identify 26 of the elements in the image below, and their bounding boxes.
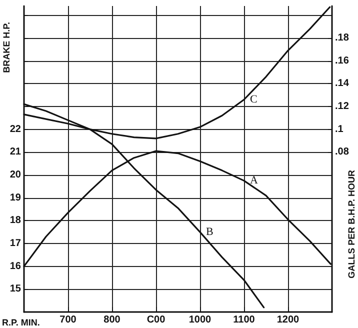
- x-tick-label: 1200: [276, 314, 300, 326]
- x-tick-label: 700: [60, 314, 77, 326]
- y-tick-label: 16: [10, 260, 22, 272]
- x-axis-title: R.P. MIN.: [2, 318, 40, 328]
- y2-tick-label: .08: [335, 146, 350, 158]
- y-tick-label: 20: [10, 169, 22, 180]
- x-tick-label: 1100: [233, 314, 256, 326]
- x-tick-label: 800: [104, 314, 121, 326]
- y2-tick-label: .14: [335, 78, 350, 90]
- series-label: A: [250, 174, 258, 187]
- y-tick-label: 21: [10, 146, 22, 158]
- series-label: B: [206, 226, 214, 238]
- y2-tick-label: .12: [335, 100, 350, 112]
- y-tick-label: 19: [10, 192, 22, 204]
- x-tick-label: C00: [146, 314, 166, 326]
- y2-axis-title: GALLS PER B.H.P. HOUR: [346, 170, 356, 278]
- series-label: C: [250, 94, 258, 106]
- y2-tick-label: .18: [335, 32, 350, 44]
- y-tick-label: 17: [10, 238, 22, 249]
- y2-tick-label: .16: [335, 55, 350, 66]
- y2-tick-label: .1: [335, 124, 344, 135]
- y-axis-title: BRAKE H.P.: [2, 22, 12, 73]
- x-tick-label: 1000: [188, 314, 212, 326]
- y-tick-label: 18: [10, 215, 22, 226]
- y-tick-label: 22: [10, 124, 22, 135]
- y-tick-label: 15: [10, 284, 22, 295]
